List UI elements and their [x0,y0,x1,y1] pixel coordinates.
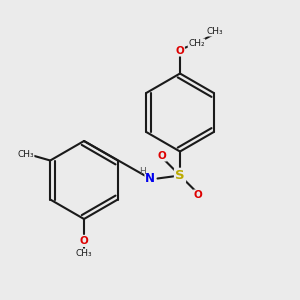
Text: CH₃: CH₃ [76,249,92,258]
Text: CH₂: CH₂ [188,39,205,48]
Text: O: O [176,46,184,56]
Text: H: H [139,167,146,176]
Text: O: O [80,236,88,247]
Text: N: N [145,172,155,185]
Text: S: S [175,169,185,182]
Text: CH₃: CH₃ [206,27,223,36]
Text: O: O [158,151,166,161]
Text: O: O [194,190,202,200]
Text: CH₃: CH₃ [17,150,34,159]
